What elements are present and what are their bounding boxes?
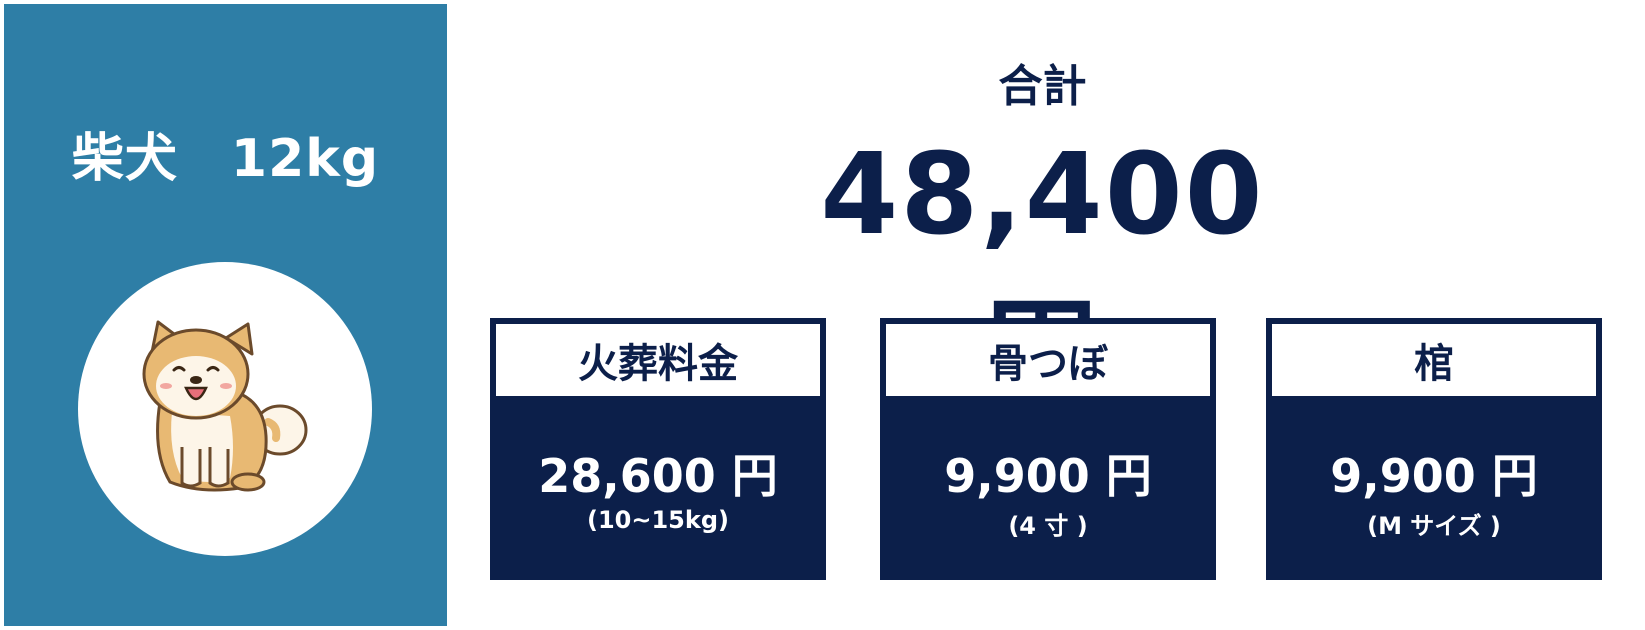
- price-card-cremation: 火葬料金 28,600 円 (10~15kg): [490, 318, 826, 580]
- card-title: 火葬料金: [496, 324, 820, 396]
- card-note: (10~15kg): [587, 506, 729, 534]
- card-note: (4 寸 ): [1008, 512, 1088, 540]
- pet-panel: 柴犬 12kg: [4, 4, 447, 626]
- pet-label: 柴犬 12kg: [71, 129, 380, 189]
- card-price: 9,900 円: [944, 449, 1152, 503]
- card-title: 棺: [1272, 324, 1596, 396]
- total-label: 合計: [998, 61, 1087, 112]
- card-note: (M サイズ ): [1367, 512, 1501, 540]
- card-price: 28,600 円: [538, 449, 778, 503]
- card-title: 骨つぼ: [886, 324, 1210, 396]
- avatar: [78, 262, 372, 556]
- price-card-urn: 骨つぼ 9,900 円 (4 寸 ): [880, 318, 1216, 580]
- shiba-dog-icon: [142, 320, 308, 492]
- price-card-coffin: 棺 9,900 円 (M サイズ ): [1266, 318, 1602, 580]
- card-price: 9,900 円: [1330, 449, 1538, 503]
